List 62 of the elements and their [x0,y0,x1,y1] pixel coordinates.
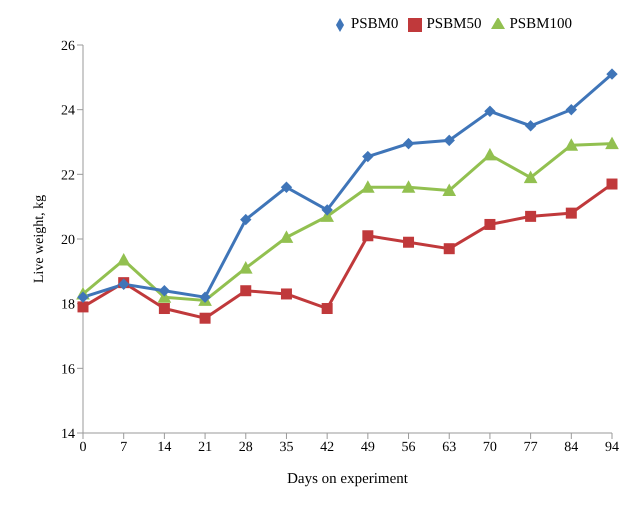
point [322,303,333,314]
y-tick-label: 14 [61,426,75,442]
y-tick-label: 18 [61,298,75,313]
y-tick-label: 16 [61,362,75,378]
point [606,68,618,80]
point [361,180,374,193]
point [483,148,496,160]
point [524,171,538,184]
point [606,137,618,150]
x-tick-label: 49 [360,440,375,455]
point [444,134,455,146]
point [403,138,414,150]
x-tick-label: 28 [238,440,253,455]
y-tick-label: 22 [61,168,75,184]
point [78,292,88,303]
point [525,120,536,132]
x-tick-label: 42 [320,440,334,455]
point [240,285,252,296]
point [240,214,252,226]
x-tick-label: 63 [442,440,456,455]
point [158,303,170,314]
point [322,204,333,216]
x-tick-label: 0 [80,440,86,455]
point [362,230,374,242]
point [525,210,536,222]
x-tick-label: 84 [564,440,578,455]
point [158,285,170,296]
x-tick-label: 35 [279,440,294,455]
point [280,230,293,243]
legend-label: PSBM100 [509,16,572,32]
point [442,184,456,196]
point [606,178,618,190]
point [566,208,577,219]
point [564,138,578,151]
x-tick-label: 7 [120,440,128,455]
y-tick-label: 20 [61,232,75,248]
x-axis-title: Days on experiment [287,471,409,487]
point [444,243,455,254]
y-axis-title: Live weight, kg [32,194,47,284]
point [566,104,577,116]
point [78,301,88,312]
x-tick-label: 94 [605,440,619,455]
point [280,288,292,300]
point [484,218,496,230]
point [200,292,211,303]
point [402,180,416,193]
point [239,262,252,274]
point [280,182,292,193]
x-tick-label: 70 [482,440,497,455]
point [117,254,130,266]
point [403,236,414,248]
y-tick-label: 26 [61,38,75,54]
legend-label: PSBM50 [426,16,482,32]
point [484,106,496,117]
x-tick-label: 56 [402,440,416,455]
x-tick-label: 21 [198,440,212,455]
legend-label: PSBM0 [350,16,398,32]
x-tick-label: 14 [157,440,172,455]
y-tick-label: 24 [61,104,75,119]
x-tick-label: 77 [524,440,538,455]
point [362,151,374,162]
point [200,312,211,324]
